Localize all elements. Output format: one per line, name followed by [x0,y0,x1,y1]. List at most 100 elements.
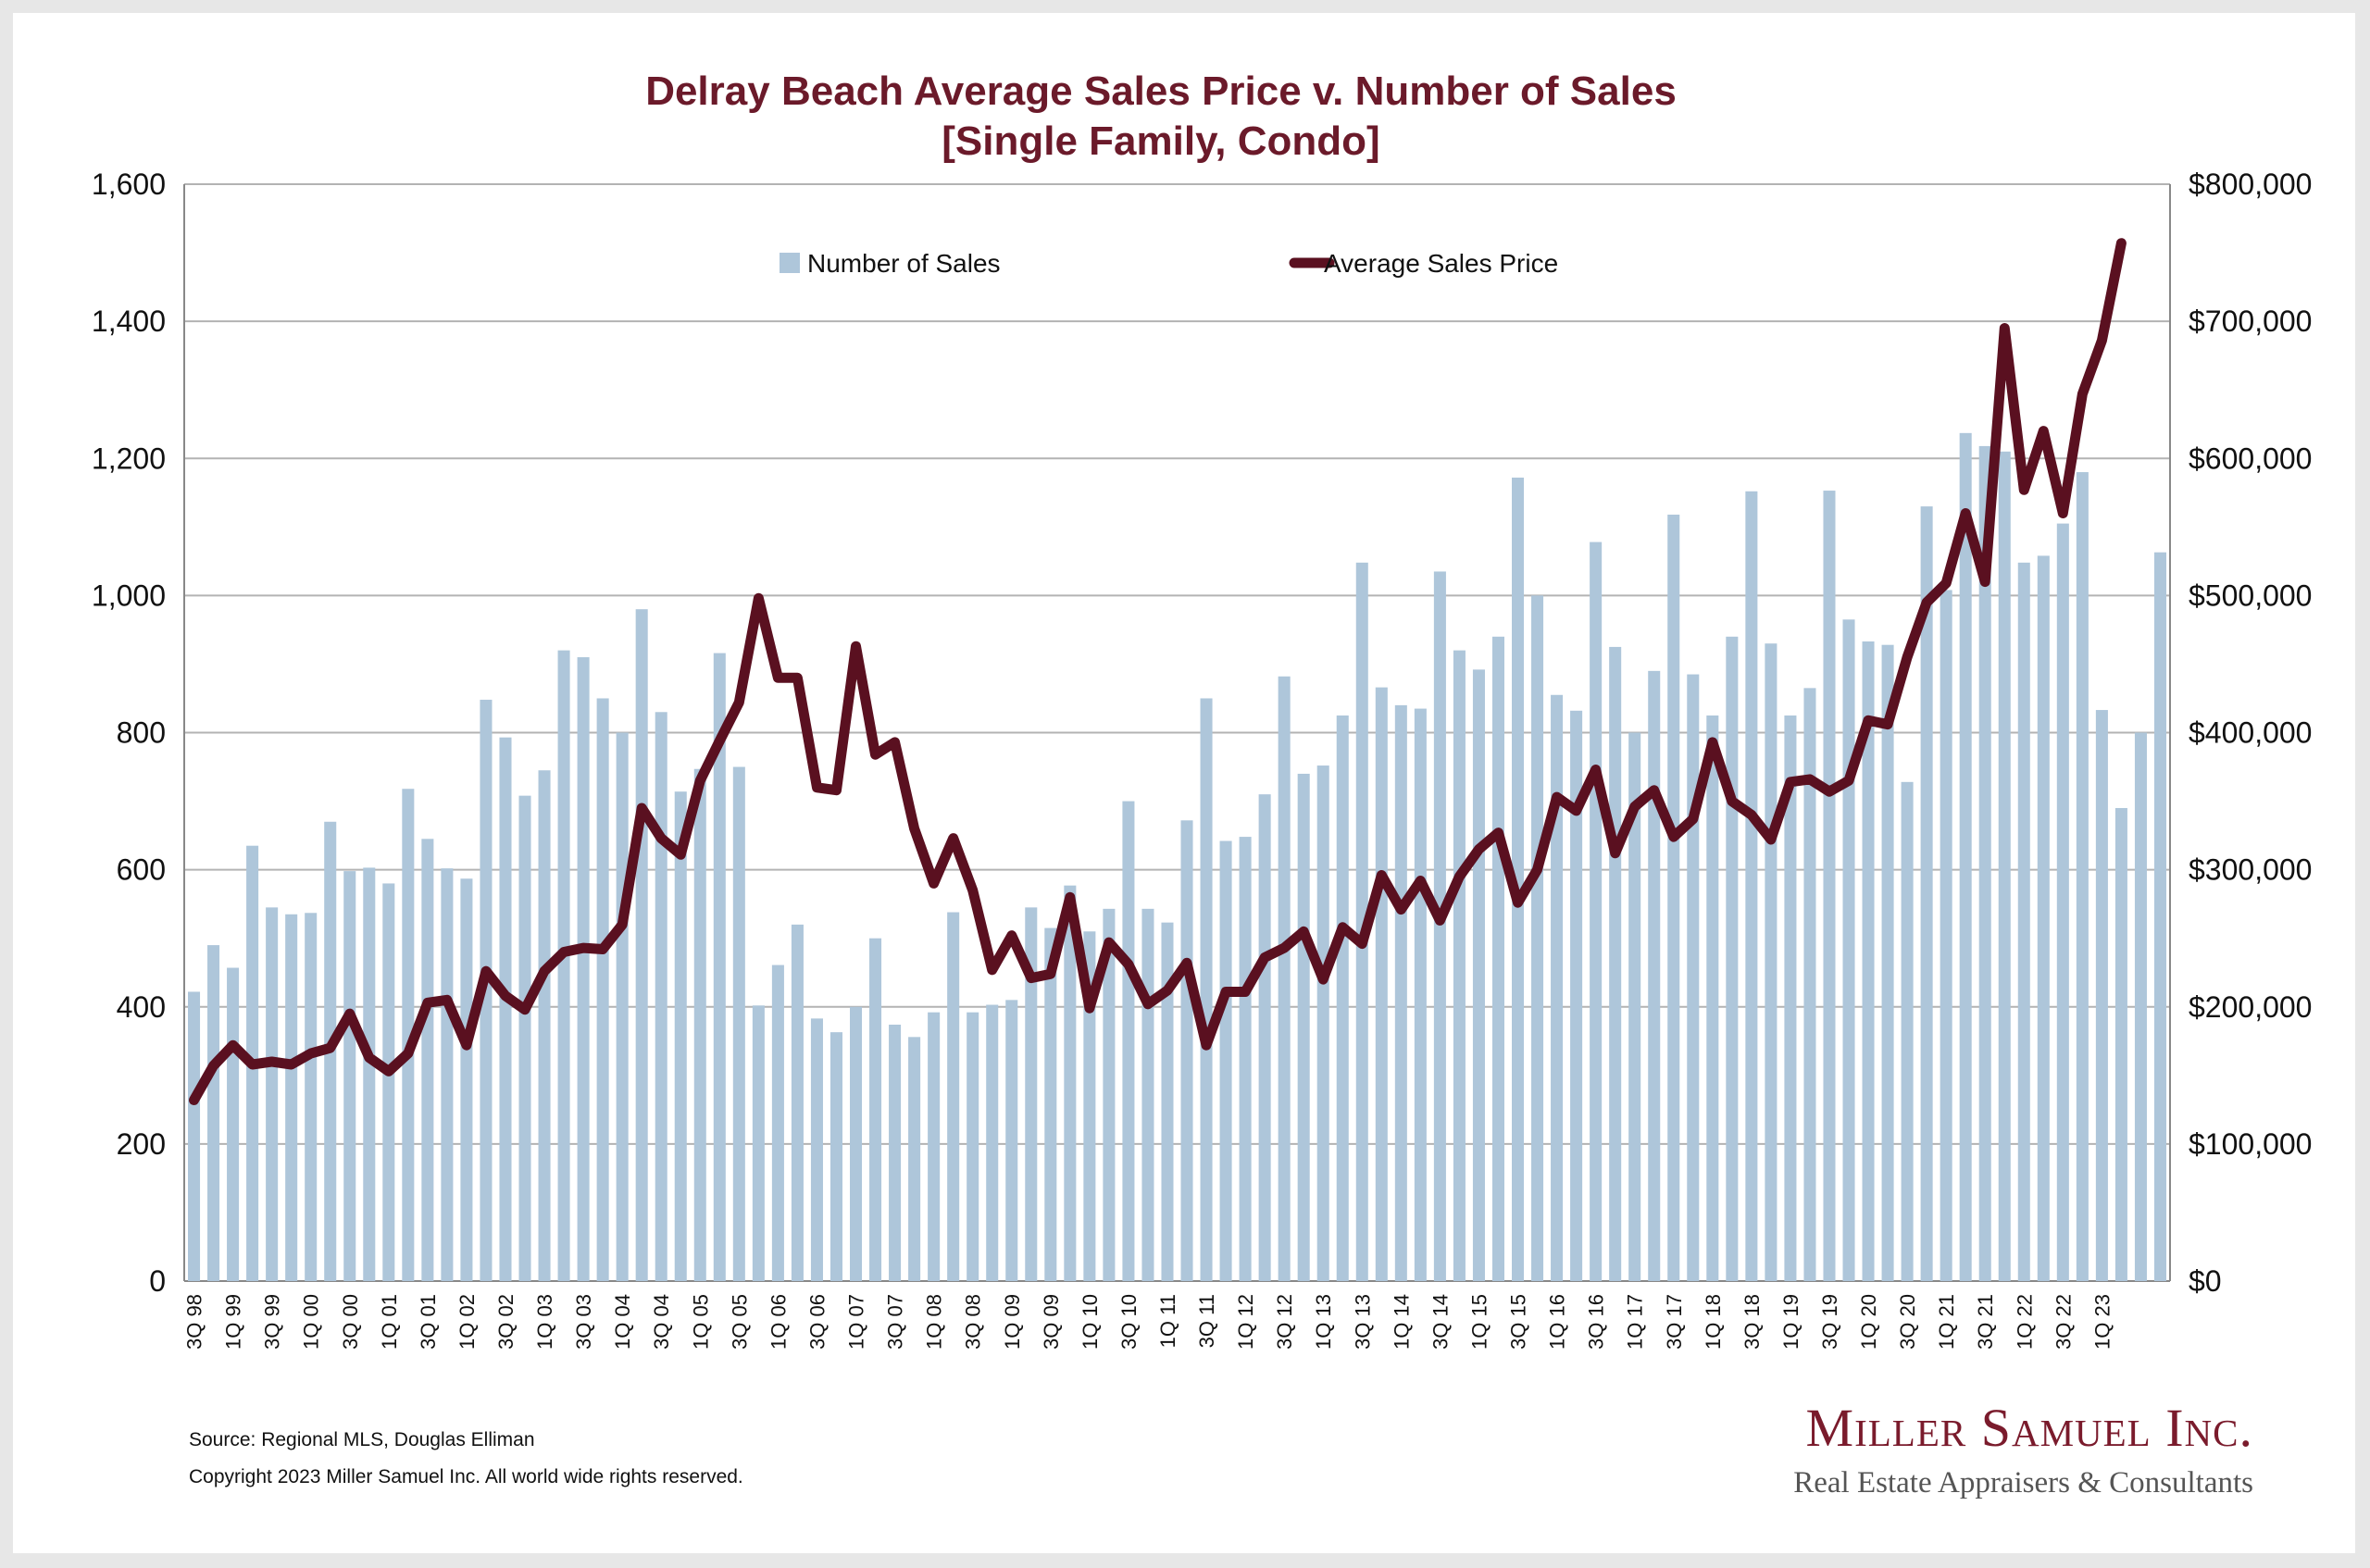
x-tick-label: 1Q 20 [1857,1294,1880,1350]
chart-subtitle: [Single Family, Condo] [942,118,1380,164]
bar [207,945,220,1281]
legend-bar-swatch [780,253,800,273]
bar [1726,636,1739,1281]
bar [1064,885,1077,1281]
bar [1998,451,2011,1281]
y-right-tick-label: $400,000 [2189,716,2312,750]
bar [2153,552,2167,1281]
bar [343,871,356,1281]
y-left-tick-label: 200 [117,1127,166,1161]
bar [1200,698,1213,1281]
bar [1978,445,1991,1281]
x-tick-label: 1Q 15 [1467,1294,1491,1350]
y-left-tick-label: 800 [117,716,166,750]
x-tick-label: 3Q 10 [1117,1294,1141,1350]
bar [1044,927,1057,1281]
bar [363,867,376,1281]
bar [1706,715,1719,1281]
bar [810,1018,823,1281]
legend-line-label: Average Sales Price [1324,249,1558,278]
bar [889,1025,902,1281]
x-tick-label: 3Q 19 [1818,1294,1841,1350]
bar [655,712,667,1281]
bar [1453,650,1466,1281]
bar [1414,708,1427,1281]
y-left-tick-label: 1,600 [92,168,166,201]
x-tick-label: 3Q 98 [183,1294,206,1350]
company-logo: Miller Samuel Inc. Real Estate Appraiser… [1753,1401,2253,1499]
bar [1433,571,1446,1281]
bar [1239,837,1252,1281]
chart-svg: 0 $0 200 $100,000 400 $200,000 600 $300,000 800 $… [92,168,2313,1350]
bar [1570,710,1583,1281]
x-tick-label: 1Q 10 [1079,1294,1102,1350]
bar [1025,907,1038,1281]
bar [305,913,318,1281]
bar [1842,619,1855,1281]
bar [1881,644,1894,1281]
x-tick-label: 3Q 17 [1663,1294,1686,1350]
bar [947,912,960,1281]
bar [1316,765,1329,1281]
x-tick-label: 3Q 15 [1507,1294,1530,1350]
x-tick-label: 1Q 03 [533,1294,556,1350]
bar [1628,732,1641,1281]
bar [1258,794,1271,1281]
bar [1278,676,1291,1281]
bar [616,732,629,1281]
y-right-tick-label: $700,000 [2189,305,2312,338]
x-tick-label: 1Q 04 [611,1294,634,1350]
bar [227,967,240,1281]
bar [2017,562,2030,1281]
x-tick-label: 3Q 13 [1351,1294,1374,1350]
bar [1219,840,1232,1281]
y-right-tick-label: $0 [2189,1264,2222,1298]
bar [1122,801,1135,1281]
x-tick-label: 1Q 99 [222,1294,245,1350]
x-tick-label: 3Q 06 [805,1294,829,1350]
bar [1103,908,1116,1281]
x-tick-label: 3Q 16 [1585,1294,1608,1350]
bar [967,1012,979,1281]
bar [1823,491,1836,1281]
bar [187,991,201,1281]
bar [1297,773,1310,1281]
bar [849,1006,863,1281]
x-tick-label: 3Q 20 [1896,1294,1919,1350]
bar [1180,820,1193,1281]
y-left-tick-label: 0 [149,1264,166,1298]
bar [538,770,551,1281]
legend-bar-label: Number of Sales [807,249,1001,278]
bar [713,653,726,1281]
bar [1667,514,1680,1281]
bar [2095,710,2108,1281]
bar [1336,715,1349,1281]
y-right-tick-label: $500,000 [2189,579,2312,612]
bar [499,737,512,1281]
price-line [189,238,2127,1105]
bar [1511,477,1525,1281]
x-tick-label: 1Q 19 [1779,1294,1802,1350]
copyright-note: Copyright 2023 Miller Samuel Inc. All wo… [189,1466,743,1487]
bar [1531,595,1544,1281]
bar [1472,669,1485,1281]
bar [732,766,745,1281]
x-tick-label: 1Q 05 [689,1294,712,1350]
bar [2076,472,2089,1281]
bar [1609,646,1622,1281]
y-left-tick-label: 1,200 [92,442,166,475]
bar [1745,491,1758,1281]
x-tick-label: 3Q 03 [572,1294,595,1350]
bar [1590,541,1603,1281]
bar [771,964,784,1281]
y-right-tick-label: $300,000 [2189,853,2312,887]
bar [557,650,570,1281]
x-tick-label: 3Q 05 [728,1294,751,1350]
x-tick-label: 3Q 22 [2052,1294,2075,1350]
bar [518,795,531,1281]
y-right-tick-label: $600,000 [2189,442,2312,475]
x-tick-label: 3Q 00 [339,1294,362,1350]
bar [1355,562,1368,1281]
bar [441,868,454,1281]
x-tick-label: 1Q 16 [1546,1294,1569,1350]
